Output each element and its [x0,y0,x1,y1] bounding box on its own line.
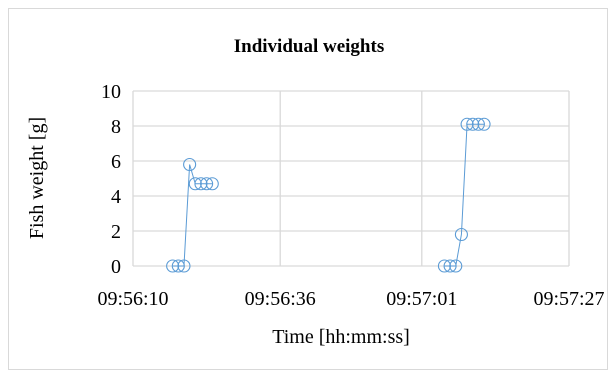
data-point [437,259,451,273]
data-point [183,157,197,172]
data-point [177,259,191,273]
y-tick-label: 8 [111,116,121,138]
y-tick-label: 10 [101,81,121,103]
y-axis-label: Fish weight [g] [26,117,48,239]
data-point [466,117,480,131]
series-group [166,117,491,273]
y-tick-label: 2 [111,221,121,243]
x-tick-label: 09:57:01 [386,288,457,310]
data-point [477,117,491,131]
x-tick-label: 09:57:27 [533,288,604,310]
data-point [166,259,180,273]
data-point [449,259,463,273]
y-tick-labels: 0 2 4 6 8 10 [101,81,121,278]
grid [132,90,570,267]
series-line [444,123,485,267]
data-point [443,259,457,273]
y-tick-label: 4 [111,186,121,208]
chart-frame [8,8,608,370]
data-point [471,117,485,131]
x-axis-label: Time [hh:mm:ss] [272,326,410,348]
data-point [200,177,214,191]
data-point [460,117,474,131]
x-tick-label: 09:56:10 [97,288,168,310]
y-tick-label: 0 [111,256,121,278]
data-point [171,259,185,273]
data-point [188,177,202,191]
x-tick-labels: 09:56:10 09:56:36 09:57:01 09:57:27 [97,288,604,310]
chart-title: Individual weights [234,36,384,57]
data-point [205,177,219,191]
series-line [172,164,213,267]
x-tick-label: 09:56:36 [245,288,316,310]
data-point [454,227,468,242]
y-tick-label: 6 [111,151,121,173]
data-point [194,177,208,191]
